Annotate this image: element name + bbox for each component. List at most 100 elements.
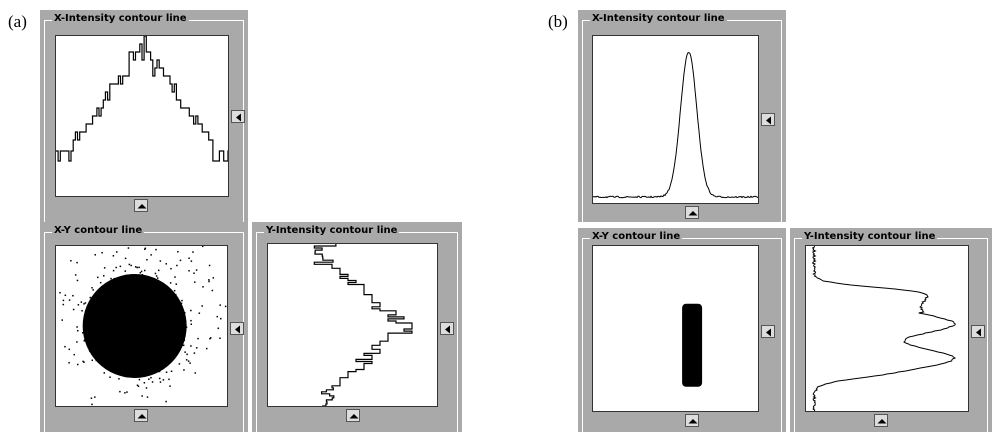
speck xyxy=(220,318,222,320)
speck xyxy=(126,277,128,279)
view-title: X-Y contour line xyxy=(590,231,682,242)
speck xyxy=(83,361,85,363)
speck xyxy=(176,265,178,267)
speck xyxy=(85,302,87,304)
speck xyxy=(160,283,162,285)
speck xyxy=(110,278,112,280)
arrow-up xyxy=(138,204,147,209)
speck xyxy=(140,272,142,274)
scroll-left-button[interactable] xyxy=(761,325,775,338)
speck xyxy=(103,275,105,277)
speck xyxy=(114,278,116,280)
speck xyxy=(104,365,106,367)
speck xyxy=(190,310,192,312)
speck xyxy=(112,279,114,281)
scroll-up-button[interactable] xyxy=(685,206,699,219)
view-panel: Y-Intensity contour line xyxy=(790,228,992,432)
speck xyxy=(100,282,102,284)
speck xyxy=(160,260,162,262)
plot xyxy=(56,246,227,406)
speck xyxy=(169,385,171,387)
scroll-left-button[interactable] xyxy=(761,113,775,126)
speck xyxy=(63,300,65,302)
speck xyxy=(114,281,116,283)
speck xyxy=(90,306,92,308)
speck xyxy=(65,295,67,297)
view-title: X-Intensity contour line xyxy=(52,13,189,24)
speck xyxy=(136,277,138,279)
speck xyxy=(177,251,179,253)
speck xyxy=(178,303,180,305)
speck xyxy=(74,354,76,356)
speck xyxy=(159,371,161,373)
screen: (a) X-Intensity contour line X-Y contour l… xyxy=(0,0,992,432)
plot-area xyxy=(267,243,438,407)
panel-label: (a) xyxy=(8,12,27,32)
speck xyxy=(166,263,168,265)
scroll-up-button[interactable] xyxy=(134,199,148,212)
speck xyxy=(138,277,140,279)
scroll-left-button[interactable] xyxy=(230,322,244,335)
speck xyxy=(169,360,171,362)
scroll-up-button[interactable] xyxy=(874,414,888,427)
arrow xyxy=(232,111,246,124)
speck xyxy=(213,277,215,279)
view-title: X-Y contour line xyxy=(52,225,144,236)
speck xyxy=(176,351,178,353)
speck xyxy=(163,379,165,381)
speck xyxy=(89,350,91,352)
speck xyxy=(225,306,227,308)
arrow-left xyxy=(766,329,771,337)
speck xyxy=(147,279,149,281)
speck xyxy=(123,374,125,376)
speck xyxy=(155,249,157,251)
arrow xyxy=(875,415,889,428)
plot xyxy=(56,36,228,196)
speck xyxy=(70,260,72,262)
speck xyxy=(171,371,173,373)
speck xyxy=(144,375,146,377)
speck xyxy=(201,305,203,307)
scroll-left-button[interactable] xyxy=(440,322,454,335)
speck xyxy=(135,374,137,376)
scroll-up-button[interactable] xyxy=(685,414,699,427)
arrow-left xyxy=(235,326,240,334)
speck xyxy=(147,396,149,398)
speck xyxy=(61,319,63,321)
speck xyxy=(167,363,169,365)
speck xyxy=(196,269,198,271)
speck xyxy=(127,376,129,378)
arrow-up xyxy=(689,211,698,216)
scroll-left-button[interactable] xyxy=(971,325,985,338)
speck xyxy=(168,379,170,381)
speck xyxy=(184,351,186,353)
speck xyxy=(183,338,185,340)
speck xyxy=(188,270,190,272)
speck xyxy=(76,326,78,328)
speck xyxy=(104,372,106,374)
speck xyxy=(194,281,196,283)
speck xyxy=(160,381,162,383)
speck xyxy=(73,309,75,311)
speck xyxy=(186,359,188,361)
scroll-up-button[interactable] xyxy=(134,409,148,422)
speck xyxy=(139,379,141,381)
speck xyxy=(175,299,177,301)
speck xyxy=(161,284,163,286)
speck xyxy=(150,377,152,379)
speck xyxy=(155,273,157,275)
scroll-up-button[interactable] xyxy=(346,409,360,422)
speck xyxy=(181,303,183,305)
plot-area xyxy=(805,245,969,412)
speck xyxy=(91,397,93,399)
speck xyxy=(181,309,183,311)
scroll-left-button[interactable] xyxy=(231,110,245,123)
speck xyxy=(64,346,66,348)
speck xyxy=(190,345,192,347)
speck xyxy=(63,304,65,306)
arrow xyxy=(762,114,776,127)
profile xyxy=(593,53,758,198)
speck xyxy=(59,292,61,294)
speck xyxy=(119,391,121,393)
speck xyxy=(197,338,199,340)
